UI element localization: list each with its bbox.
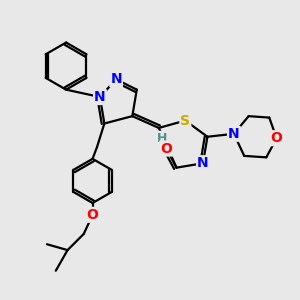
Text: N: N [228,127,240,141]
Text: N: N [94,90,106,104]
Text: N: N [197,156,209,170]
Text: O: O [87,208,98,222]
Text: H: H [157,132,167,145]
Text: O: O [271,131,283,145]
Text: N: N [110,72,122,86]
Text: O: O [160,142,172,155]
Text: S: S [180,114,190,128]
